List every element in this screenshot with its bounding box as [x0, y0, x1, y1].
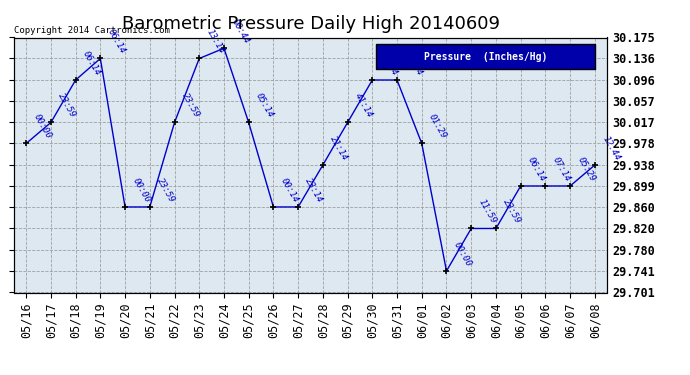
Text: 05:29: 05:29	[575, 155, 597, 183]
Text: Pressure  (Inches/Hg): Pressure (Inches/Hg)	[424, 52, 547, 62]
Text: 23:14: 23:14	[304, 176, 325, 204]
Text: 06:14: 06:14	[526, 155, 547, 183]
FancyBboxPatch shape	[376, 44, 595, 69]
Text: 11:14: 11:14	[378, 50, 399, 77]
Text: 11:59: 11:59	[477, 198, 498, 226]
Text: 23:59: 23:59	[57, 92, 78, 120]
Text: 23:59: 23:59	[502, 198, 523, 226]
Text: 00:00: 00:00	[130, 176, 152, 204]
Text: 00:00: 00:00	[452, 240, 473, 268]
Text: 21:14: 21:14	[328, 135, 350, 162]
Text: 06:14: 06:14	[106, 28, 127, 56]
Title: Barometric Pressure Daily High 20140609: Barometric Pressure Daily High 20140609	[121, 15, 500, 33]
Text: Copyright 2014 Cartronics.com: Copyright 2014 Cartronics.com	[14, 26, 170, 35]
Text: 08:44: 08:44	[230, 18, 250, 45]
Text: 06:14: 06:14	[402, 50, 424, 77]
Text: 23:59: 23:59	[180, 92, 201, 120]
Text: 07:14: 07:14	[551, 155, 572, 183]
Text: 23:59: 23:59	[155, 176, 177, 204]
Text: 12:44: 12:44	[600, 135, 622, 162]
Text: 06:14: 06:14	[81, 50, 102, 77]
Text: 13:14: 13:14	[205, 28, 226, 56]
Text: 01:29: 01:29	[427, 113, 449, 141]
Text: 41:14: 41:14	[353, 92, 375, 120]
Text: 00:14: 00:14	[279, 176, 300, 204]
Text: 05:14: 05:14	[254, 92, 275, 120]
Text: 00:00: 00:00	[32, 113, 53, 141]
